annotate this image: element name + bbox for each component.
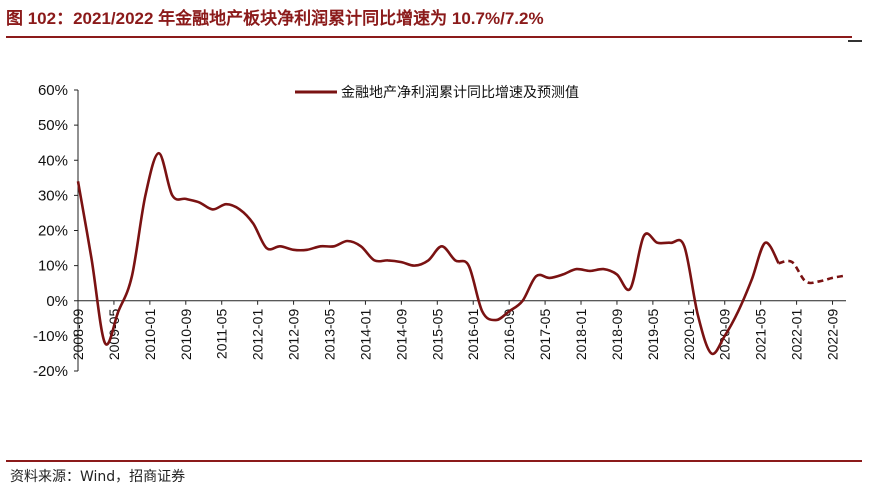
series-line-actual (76, 151, 780, 356)
series-line-forecast (778, 259, 847, 285)
x-tick-label: 2014-09 (393, 309, 409, 361)
x-axis-ticks: 2008-09 2009-05 2010-01 2010-09 2011-05 2012-… (70, 300, 841, 361)
x-tick-label: 2010-09 (178, 309, 194, 361)
legend-label: 金融地产净利润累计同比增速及预测值 (341, 85, 579, 101)
x-tick-label: 2009-05 (106, 309, 122, 361)
y-tick-label: 60% (38, 82, 68, 99)
source-note: 资料来源：Wind，招商证券 (10, 469, 186, 485)
x-tick-label: 2012-01 (250, 309, 266, 361)
x-tick-label: 2011-05 (214, 309, 230, 360)
y-tick-label: 50% (38, 117, 68, 134)
y-tick-label: -10% (33, 328, 68, 345)
x-tick-label: 2020-01 (681, 309, 697, 361)
x-tick-label: 2022-01 (789, 309, 805, 361)
y-tick-label: 30% (38, 187, 68, 204)
series-lines (76, 151, 847, 356)
y-tick-label: 20% (38, 223, 68, 240)
title-divider (6, 36, 852, 38)
footer-divider (6, 460, 862, 462)
y-axis-ticks: 60% 50% 40% 30% 20% 10% 0% -10% -20% (33, 82, 78, 380)
x-tick-label: 2017-05 (537, 309, 553, 361)
x-tick-label: 2015-05 (429, 309, 445, 361)
x-tick-label: 2008-09 (70, 309, 86, 361)
chart-legend: 金融地产净利润累计同比增速及预测值 (295, 85, 579, 101)
x-tick-label: 2022-09 (825, 309, 841, 361)
x-tick-label: 2019-05 (645, 309, 661, 361)
x-tick-label: 2016-09 (501, 309, 517, 361)
x-tick-label: 2013-05 (322, 309, 338, 361)
y-tick-label: 0% (46, 293, 68, 310)
y-tick-label: -20% (33, 363, 68, 380)
x-tick-label: 2018-09 (609, 309, 625, 361)
x-tick-label: 2018-01 (573, 309, 589, 361)
x-tick-label: 2016-01 (465, 309, 481, 361)
x-tick-label: 2012-09 (286, 309, 302, 361)
title-divider-tick (848, 40, 862, 42)
x-tick-label: 2014-01 (357, 309, 373, 361)
x-tick-label: 2021-05 (753, 309, 769, 361)
figure-title: 图 102：2021/2022 年金融地产板块净利润累计同比增速为 10.7%/… (6, 9, 544, 28)
y-tick-label: 40% (38, 152, 68, 169)
x-tick-label: 2010-01 (142, 309, 158, 361)
y-tick-label: 10% (38, 258, 68, 275)
